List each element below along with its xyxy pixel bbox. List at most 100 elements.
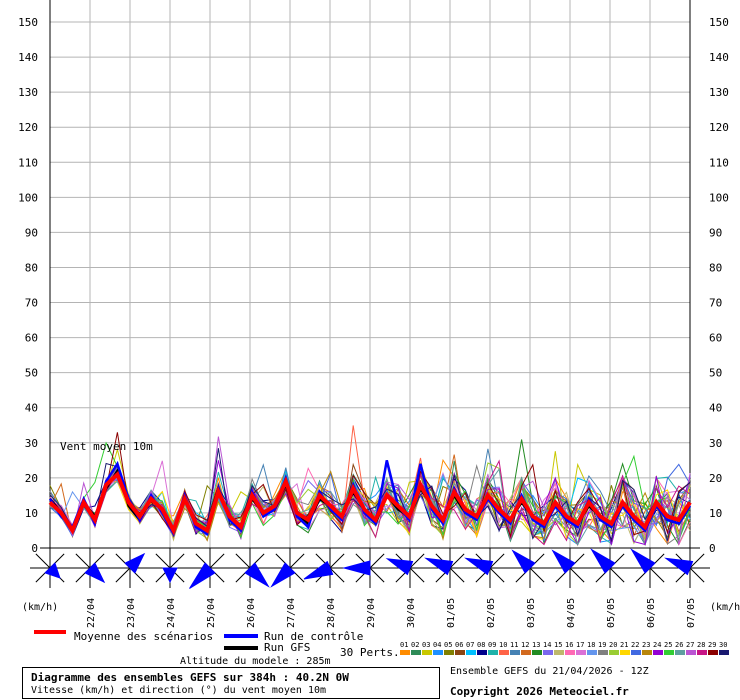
- compass-spoke: [609, 567, 625, 583]
- y-tick-label-right: 110: [709, 156, 729, 169]
- perturbation-legend-label: 26: [675, 641, 683, 649]
- perturbation-legend-swatch: [631, 650, 641, 655]
- perturbation-legend-label: 27: [686, 641, 694, 649]
- perturbation-legend-label: 16: [565, 641, 573, 649]
- x-date-label: 22/04: [86, 598, 97, 628]
- perturbation-legend-label: 29: [708, 641, 716, 649]
- y-tick-label-left: 150: [18, 16, 38, 29]
- perturbation-legend-swatch: [543, 650, 553, 655]
- x-date-label: 04/05: [566, 598, 577, 628]
- compass-spoke: [369, 553, 385, 569]
- perturbation-legend-swatch: [455, 650, 465, 655]
- y-tick-label-left: 20: [25, 472, 38, 485]
- x-date-label: 27/04: [286, 598, 297, 628]
- perturbation-legend-swatch: [719, 650, 729, 655]
- chart-grid: [49, 0, 691, 548]
- perturbation-legend-swatch: [686, 650, 696, 655]
- perturbation-legend-label: 25: [664, 641, 672, 649]
- main-series: [48, 459, 692, 538]
- x-date-label: 29/04: [366, 598, 377, 628]
- y-tick-label-right: 60: [709, 332, 722, 345]
- perturbation-legend-swatch: [433, 650, 443, 655]
- wind-vane: [189, 562, 216, 589]
- perturbation-legend-swatch: [499, 650, 509, 655]
- perturbation-legend-swatch: [422, 650, 432, 655]
- wind-vane: [385, 558, 414, 576]
- perturbation-legend-label: 22: [631, 641, 639, 649]
- compass-spoke: [689, 553, 705, 569]
- compass-spoke: [649, 567, 665, 583]
- y-tick-label-right: 70: [709, 297, 722, 310]
- x-date-label: 07/05: [686, 598, 697, 628]
- y-tick-label-left: 60: [25, 332, 38, 345]
- y-unit-right: (km/h): [710, 602, 740, 613]
- legend-label-control: Run de contrôle: [264, 630, 363, 643]
- compass-spoke: [409, 567, 425, 583]
- y-tick-label-right: 100: [709, 191, 729, 204]
- perturbation-legend-swatch: [400, 650, 410, 655]
- y-tick-label-right: 20: [709, 472, 722, 485]
- y-tick-label-right: 140: [709, 51, 729, 64]
- perturbation-legend-swatch: [664, 650, 674, 655]
- perturbation-legend-swatch: [521, 650, 531, 655]
- perturbation-legend-swatch: [708, 650, 718, 655]
- y-tick-label-left: 70: [25, 297, 38, 310]
- y-tick-label-right: 30: [709, 437, 722, 450]
- perturbation-legend-label: 18: [587, 641, 595, 649]
- wind-vane: [464, 557, 494, 576]
- y-axis: 0 0 10 10 20 20 30 30 40 40 50 50 60 60 70 70 80 80 90 90 10…: [18, 16, 729, 555]
- perturbation-legend-label: 20: [609, 641, 617, 649]
- wind-vane: [664, 557, 694, 576]
- x-date-label: 23/04: [126, 598, 137, 628]
- perturbation-legend-swatch: [444, 650, 454, 655]
- y-tick-label-right: 0: [709, 542, 716, 555]
- wind-vane: [84, 562, 106, 584]
- run-info: Ensemble GEFS du 21/04/2026 - 12Z: [450, 666, 649, 677]
- wind-vane: [270, 562, 296, 588]
- y-tick-label-left: 0: [31, 542, 38, 555]
- wind-vane: [342, 560, 371, 576]
- compass-spoke: [329, 567, 345, 583]
- wind-vane: [590, 548, 616, 574]
- perturbation-legend-label: 03: [422, 641, 430, 649]
- compass-spoke: [689, 567, 705, 583]
- chart-subtitle: Vitesse (km/h) et direction (°) du vent …: [31, 685, 327, 696]
- y-tick-label-right: 80: [709, 261, 722, 274]
- perturbation-legend-label: 30: [719, 641, 727, 649]
- perturbation-legend-swatch: [598, 650, 608, 655]
- perturbation-legend-swatch: [488, 650, 498, 655]
- compass-spoke: [489, 553, 505, 569]
- compass-spoke: [529, 567, 545, 583]
- y-tick-label-left: 50: [25, 367, 38, 380]
- compass-spoke: [115, 567, 131, 583]
- perturbation-legend-swatch: [675, 650, 685, 655]
- legend-label-mean: Moyenne des scénarios: [74, 630, 213, 643]
- perturbation-legend-swatch: [697, 650, 707, 655]
- perturbation-legend-label: 02: [411, 641, 419, 649]
- perturbation-legend-label: 12: [521, 641, 529, 649]
- perturbation-legend-swatch: [532, 650, 542, 655]
- x-date-label: 24/04: [166, 598, 177, 628]
- perturbation-legend-label: 01: [400, 641, 408, 649]
- perturbation-legend-label: 28: [697, 641, 705, 649]
- perturbation-legend-swatch: [411, 650, 421, 655]
- perturbation-legend-label: 24: [653, 641, 661, 649]
- copyright: Copyright 2026 Meteociel.fr: [450, 685, 629, 698]
- y-tick-label-left: 130: [18, 86, 38, 99]
- x-date-label: 25/04: [206, 598, 217, 628]
- x-date-label: 05/05: [606, 598, 617, 628]
- perturbation-legend-swatch: [653, 650, 663, 655]
- x-date-label: 01/05: [446, 598, 457, 628]
- y-tick-label-right: 90: [709, 226, 722, 239]
- wind-direction-strip: [30, 548, 710, 589]
- compass-spoke: [209, 553, 225, 569]
- wind-vane: [244, 562, 270, 588]
- y-tick-label-right: 40: [709, 402, 722, 415]
- perturbation-legend-label: 09: [488, 641, 496, 649]
- compass-spoke: [569, 567, 585, 583]
- y-tick-label-right: 10: [709, 507, 722, 520]
- perturbation-legend-label: 11: [510, 641, 518, 649]
- perturbation-legend-swatch: [587, 650, 597, 655]
- perturbation-legend-swatch: [609, 650, 619, 655]
- y-tick-label-left: 110: [18, 156, 38, 169]
